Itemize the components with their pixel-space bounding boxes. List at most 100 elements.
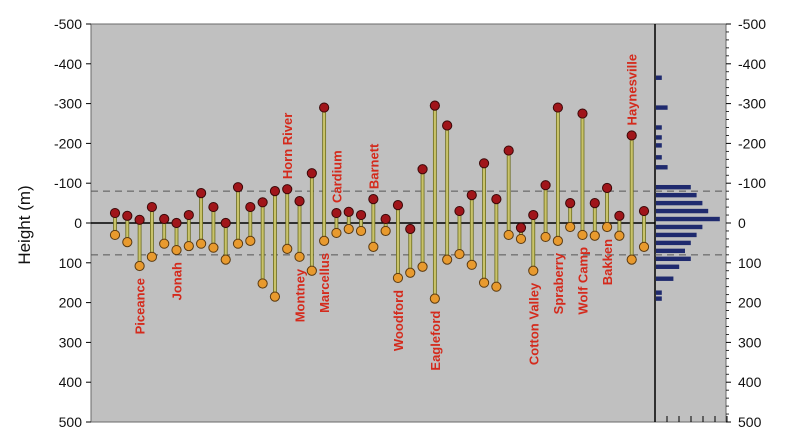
y-tick-label-left: -200 — [54, 135, 82, 151]
y-tick-label-right: 100 — [738, 255, 762, 271]
basin-label: Eagleford — [428, 311, 443, 371]
stage-bottom-marker — [294, 251, 305, 262]
stage-bottom-marker — [368, 241, 379, 252]
stage-stem — [322, 107, 327, 242]
stage-stem — [605, 187, 609, 228]
histogram-bar — [656, 143, 662, 148]
stage-top-marker — [294, 196, 305, 207]
stage-bottom-marker — [208, 242, 219, 253]
y-tick-label-right: -100 — [738, 175, 766, 191]
stage-top-marker — [601, 182, 613, 194]
stage-top-marker — [269, 186, 281, 197]
stage-top-marker — [171, 217, 182, 229]
stage-bottom-marker — [540, 231, 551, 243]
stage-top-marker — [577, 108, 588, 119]
y-tick-label-left: -500 — [54, 16, 82, 32]
stage-bottom-marker — [552, 235, 563, 247]
stage-top-marker — [466, 190, 477, 201]
histogram-bar — [656, 135, 662, 140]
stage-top-marker — [638, 205, 650, 217]
basin-labels: Piceance Jonah Horn River Montney Marcellus C… — [133, 54, 640, 371]
stage-stem — [309, 172, 314, 272]
stage-top-marker — [159, 213, 170, 225]
y-tick-label-right: 400 — [738, 374, 762, 390]
stage-bottom-marker — [220, 254, 231, 265]
stage-top-marker — [503, 145, 514, 156]
stage-bottom-marker — [565, 221, 576, 233]
y-tick-label-left: -100 — [54, 175, 82, 191]
stage-bottom-marker — [478, 277, 490, 288]
stage-bottom-marker — [134, 260, 145, 272]
stage-top-marker — [515, 222, 527, 233]
stage-top-marker — [257, 197, 268, 208]
stage-stem — [445, 125, 450, 261]
histogram-bar — [656, 248, 685, 254]
y-tick-label-left: 100 — [59, 255, 83, 271]
stage-bottom-marker — [196, 238, 207, 249]
y-axis-title: Height (m) — [15, 185, 34, 264]
stage-top-marker — [540, 180, 551, 191]
histogram-bar — [656, 184, 691, 190]
y-tick-label-left: 500 — [59, 414, 83, 430]
stage-top-marker — [122, 210, 133, 221]
stage-stem — [236, 186, 240, 245]
histogram-bar — [656, 216, 720, 222]
stage-top-marker — [183, 209, 194, 221]
stage-top-marker — [146, 201, 158, 213]
stage-top-marker — [491, 194, 502, 205]
stage-top-marker — [245, 201, 256, 213]
stage-stem — [297, 200, 302, 258]
stage-top-marker — [454, 205, 465, 217]
stage-bottom-marker — [417, 261, 428, 272]
stage-top-marker — [109, 207, 121, 219]
stage-bottom-marker — [429, 293, 440, 304]
stage-bottom-marker — [601, 221, 613, 233]
stage-stem — [642, 210, 646, 248]
stage-bottom-marker — [159, 238, 170, 249]
stage-bottom-marker — [442, 254, 453, 265]
stage-top-marker — [528, 209, 539, 221]
stage-stem — [494, 198, 499, 288]
histogram-bar — [656, 256, 691, 262]
stage-bottom-marker — [528, 265, 539, 276]
stage-top-marker — [589, 198, 600, 209]
stage-bottom-marker — [589, 230, 600, 241]
height-histogram — [654, 75, 728, 422]
stage-bottom-marker — [257, 278, 268, 289]
y-tick-label-left: 200 — [59, 295, 83, 311]
histogram-bar — [656, 296, 662, 301]
histogram-bar — [656, 264, 680, 269]
y-tick-label-right: -200 — [738, 135, 766, 151]
stage-top-marker — [355, 209, 367, 221]
stage-stem — [457, 210, 462, 255]
stage-top-marker — [343, 206, 354, 217]
stage-bottom-marker — [355, 225, 367, 237]
histogram-bar — [656, 165, 668, 170]
stage-bottom-marker — [343, 223, 354, 235]
stage-top-marker — [220, 217, 231, 229]
histogram-bar — [656, 290, 662, 295]
stage-top-marker — [282, 184, 293, 195]
stage-bottom-marker — [183, 240, 194, 252]
stage-markers — [109, 100, 650, 304]
basin-label: Spraberry — [551, 252, 566, 314]
y-tick-label-left: 0 — [74, 215, 82, 231]
stage-bottom-marker — [515, 233, 527, 245]
stage-top-marker — [319, 102, 330, 113]
stage-stem — [223, 222, 228, 261]
stage-bottom-marker — [491, 281, 502, 292]
stage-stem — [531, 214, 536, 272]
stage-stem — [420, 168, 425, 268]
stage-top-marker — [552, 102, 563, 113]
stage-stem — [555, 107, 560, 242]
stage-stem — [211, 206, 216, 249]
y-tick-label-right: 200 — [738, 295, 762, 311]
stage-bottom-marker — [638, 241, 650, 252]
stage-top-marker — [417, 164, 428, 175]
basin-label: Marcellus — [317, 253, 332, 313]
basin-label: Piceance — [133, 278, 148, 334]
histogram-bar — [656, 155, 662, 160]
stage-stem — [396, 204, 400, 279]
basin-label: Cotton Valley — [526, 282, 541, 365]
histogram-bar — [656, 224, 703, 230]
